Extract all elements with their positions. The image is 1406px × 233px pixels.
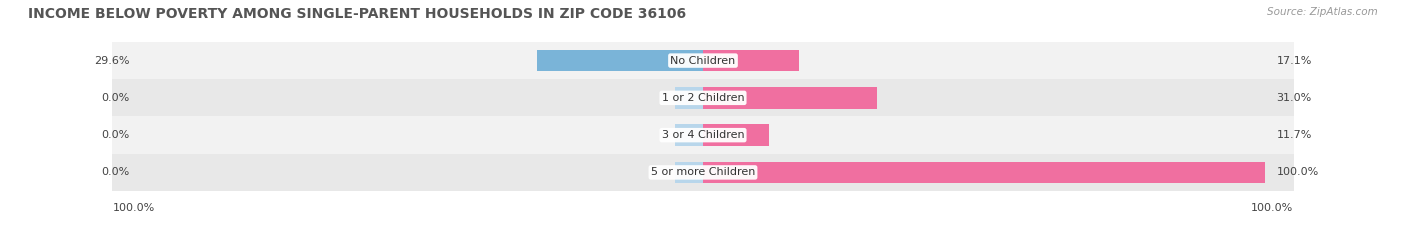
Bar bbox=[112, 42, 1294, 79]
Bar bbox=[703, 124, 769, 146]
Bar bbox=[675, 50, 703, 71]
Text: 3 or 4 Children: 3 or 4 Children bbox=[662, 130, 744, 140]
Bar bbox=[703, 50, 731, 71]
Bar bbox=[675, 162, 703, 183]
Text: No Children: No Children bbox=[671, 56, 735, 65]
Text: 100.0%: 100.0% bbox=[112, 203, 155, 213]
Bar bbox=[703, 124, 731, 146]
Text: 5 or more Children: 5 or more Children bbox=[651, 168, 755, 177]
Bar bbox=[703, 87, 877, 109]
Bar bbox=[675, 87, 703, 109]
Bar bbox=[112, 154, 1294, 191]
Bar bbox=[703, 50, 799, 71]
Bar bbox=[675, 124, 703, 146]
Text: 0.0%: 0.0% bbox=[101, 93, 129, 103]
Bar bbox=[703, 162, 1265, 183]
Bar bbox=[112, 79, 1294, 116]
Text: 17.1%: 17.1% bbox=[1277, 56, 1312, 65]
Text: 100.0%: 100.0% bbox=[1251, 203, 1294, 213]
Text: 11.7%: 11.7% bbox=[1277, 130, 1312, 140]
Text: 29.6%: 29.6% bbox=[94, 56, 129, 65]
Bar bbox=[703, 162, 731, 183]
Bar bbox=[703, 87, 731, 109]
Text: 1 or 2 Children: 1 or 2 Children bbox=[662, 93, 744, 103]
Text: 31.0%: 31.0% bbox=[1277, 93, 1312, 103]
Bar bbox=[112, 116, 1294, 154]
Text: 0.0%: 0.0% bbox=[101, 168, 129, 177]
Text: 0.0%: 0.0% bbox=[101, 130, 129, 140]
Text: 100.0%: 100.0% bbox=[1277, 168, 1319, 177]
Text: Source: ZipAtlas.com: Source: ZipAtlas.com bbox=[1267, 7, 1378, 17]
Text: INCOME BELOW POVERTY AMONG SINGLE-PARENT HOUSEHOLDS IN ZIP CODE 36106: INCOME BELOW POVERTY AMONG SINGLE-PARENT… bbox=[28, 7, 686, 21]
Bar bbox=[537, 50, 703, 71]
